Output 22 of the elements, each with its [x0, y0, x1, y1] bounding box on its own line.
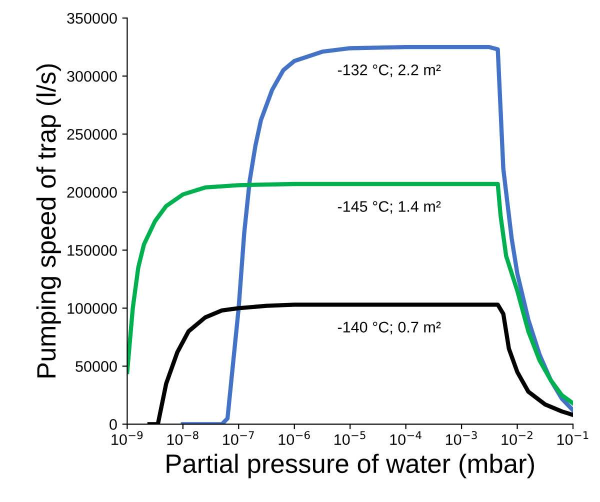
x-tick-label: 10$^{−9}$	[112, 431, 143, 446]
series-label: -140 °C; 0.7 m²	[338, 322, 441, 334]
x-tick-label: 10$^{−7}$	[223, 431, 254, 446]
y-tick-label: 50000	[76, 361, 117, 372]
x-tick-label: 10$^{−4}$	[390, 431, 422, 446]
series-label: -132 °C; 2.2 m²	[338, 64, 441, 78]
y-tick-label: 100000	[68, 303, 117, 314]
y-axis-title: Pumping speed of trap (l/s)	[36, 64, 61, 378]
x-axis-title: Partial pressure of water (mbar)	[166, 454, 534, 478]
y-tick-label: 200000	[67, 186, 117, 198]
x-tick-label: 10$^{−1}$	[557, 431, 588, 446]
y-tick-label: 350000	[67, 12, 117, 24]
y-tick-label: 0	[110, 419, 117, 430]
y-tick-label: 300000	[67, 70, 117, 82]
x-tick-label: 10$^{−2}$	[502, 431, 532, 446]
y-tick-label: 250000	[67, 128, 117, 140]
y-tick-label: 150000	[68, 245, 117, 256]
x-tick-label: 10$^{−3}$	[446, 431, 477, 446]
series-label: -145 °C; 1.4 m²	[338, 201, 441, 214]
x-tick-label: 10$^{−8}$	[167, 431, 198, 446]
x-tick-label: 10$^{−6}$	[278, 431, 310, 446]
x-tick-label: 10$^{−5}$	[334, 431, 366, 446]
